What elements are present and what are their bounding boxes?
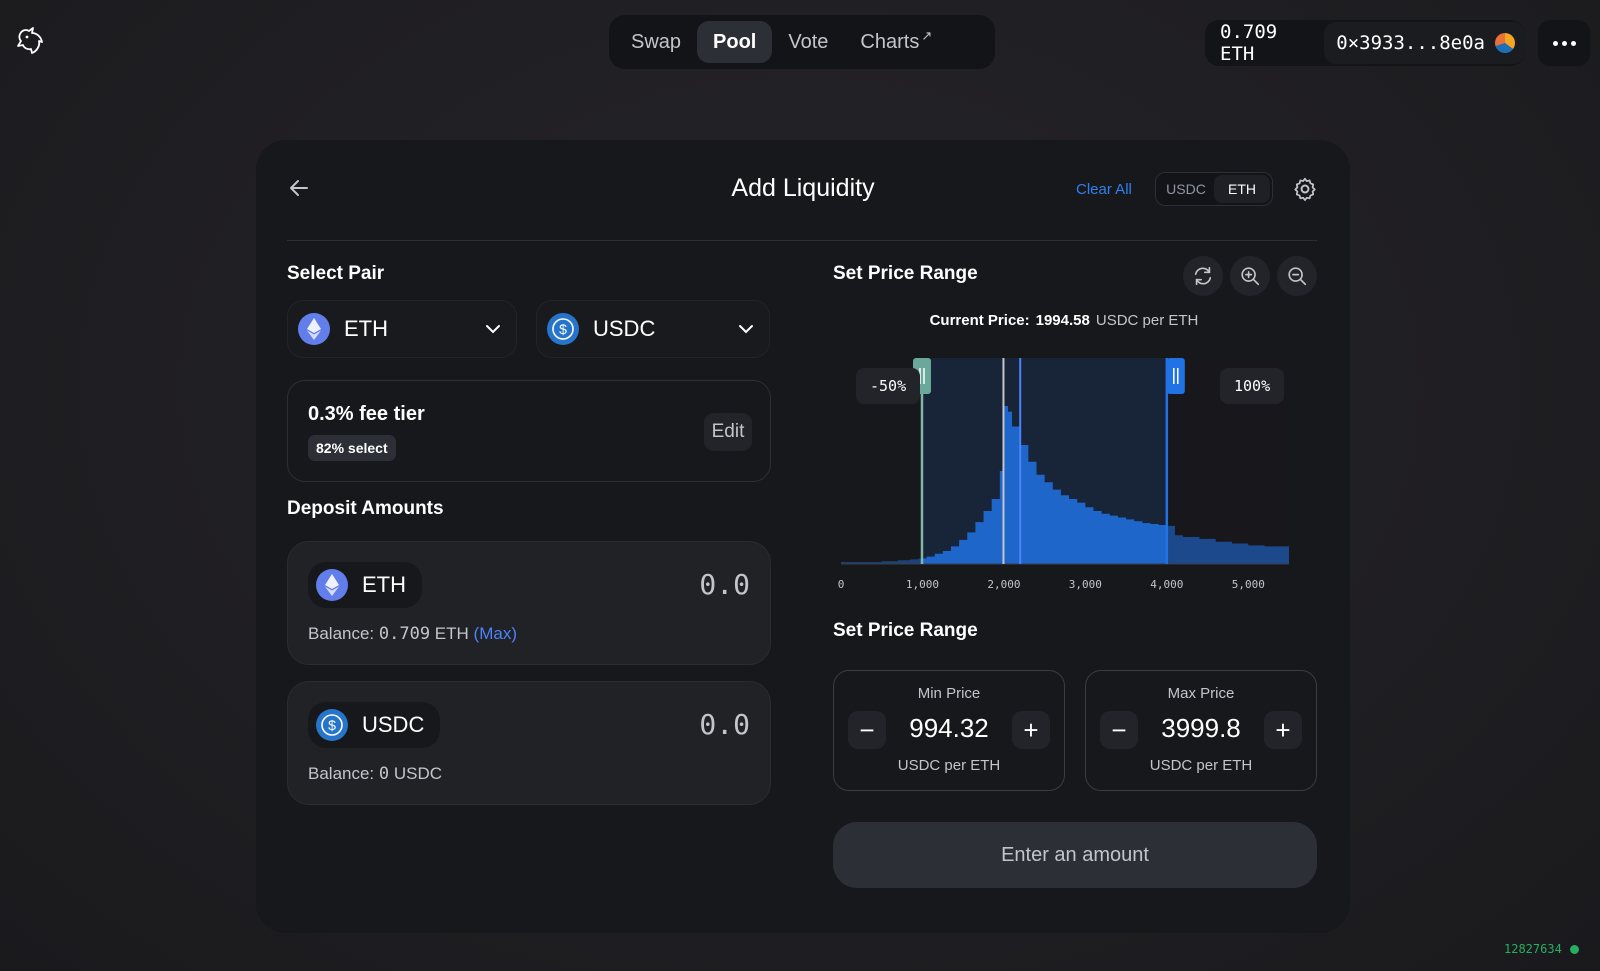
enter-amount-button[interactable]: Enter an amount: [833, 822, 1317, 888]
min-price-increment[interactable]: +: [1012, 711, 1050, 749]
fee-tier-title: 0.3% fee tier: [308, 403, 425, 425]
block-number-indicator: 12827634: [1504, 942, 1579, 956]
svg-text:$: $: [559, 321, 567, 337]
gear-icon[interactable]: [1292, 176, 1318, 202]
eth-balance: 0.709 ETH: [1220, 21, 1278, 65]
deposit-amounts-heading: Deposit Amounts: [287, 498, 444, 519]
chevron-down-icon: [739, 325, 753, 334]
set-price-range-heading: Set Price Range: [833, 263, 978, 284]
max-range-handle: [1166, 358, 1185, 394]
token-b-select[interactable]: $ USDC: [536, 300, 770, 358]
wallet-address-button[interactable]: 0×3933...8e0a: [1324, 22, 1525, 64]
back-arrow-icon[interactable]: [287, 176, 311, 200]
nav-vote[interactable]: Vote: [788, 30, 829, 53]
svg-text:$: $: [328, 717, 336, 733]
max-button[interactable]: (Max): [473, 624, 517, 643]
account-bar: 0.709 ETH 0×3933...8e0a: [1205, 20, 1525, 66]
wallet-address: 0×3933...8e0a: [1336, 32, 1485, 54]
min-price-input[interactable]: 994.32: [909, 713, 989, 743]
min-price-box: Min Price − 994.32 + USDC per ETH: [833, 670, 1065, 791]
avatar: [1495, 33, 1515, 53]
header-divider: [287, 240, 1317, 241]
usdc-icon: $: [547, 313, 579, 345]
eth-amount-input[interactable]: 0.0: [699, 568, 750, 601]
zoom-in-icon: [1241, 267, 1260, 286]
max-price-increment[interactable]: +: [1264, 711, 1302, 749]
usdc-deposit-token: $ USDC: [308, 702, 441, 748]
eth-deposit-panel: ETH 0.0 Balance: 0.709 ETH (Max): [287, 541, 771, 665]
x-tick-label: 5,000: [1232, 578, 1265, 591]
usdc-balance-line: Balance: 0 USDC: [308, 764, 443, 784]
x-tick-label: 0: [838, 578, 845, 591]
eth-icon: [316, 569, 348, 601]
zoom-out-button[interactable]: [1277, 256, 1317, 296]
toggle-eth[interactable]: ETH: [1214, 175, 1270, 203]
nav-swap[interactable]: Swap: [631, 30, 682, 53]
max-price-input[interactable]: 3999.8: [1161, 713, 1241, 743]
chevron-down-icon: [486, 325, 500, 334]
current-price-line: Current Price: 1994.58 USDC per ETH: [929, 312, 1199, 329]
more-dots-icon: [1552, 40, 1558, 46]
token-a-select[interactable]: ETH: [287, 300, 517, 358]
fee-tier-box: 0.3% fee tier 82% select Edit: [287, 380, 771, 482]
min-price-decrement[interactable]: −: [848, 711, 886, 749]
eth-balance-line: Balance: 0.709 ETH (Max): [308, 624, 517, 644]
min-price-unit: USDC per ETH: [897, 757, 1001, 774]
token-b-symbol: USDC: [593, 316, 656, 341]
eth-deposit-token: ETH: [308, 562, 422, 608]
min-price-label: Min Price: [917, 685, 981, 702]
refresh-range-button[interactable]: [1183, 256, 1223, 296]
usdc-deposit-panel: $ USDC 0.0 Balance: 0 USDC: [287, 681, 771, 805]
usdc-icon: $: [316, 709, 348, 741]
fee-select-badge: 82% select: [308, 435, 396, 461]
set-price-range-heading-2: Set Price Range: [833, 620, 978, 641]
low-pct-label: -50%: [856, 368, 921, 404]
max-price-decrement[interactable]: −: [1100, 711, 1138, 749]
x-tick-label: 4,000: [1150, 578, 1183, 591]
current-price-value: 1994.58: [1035, 312, 1090, 329]
liquidity-area: [841, 406, 1289, 564]
select-pair-heading: Select Pair: [287, 263, 385, 284]
token-a-symbol: ETH: [344, 316, 388, 341]
nav-charts[interactable]: Charts ↗: [860, 28, 933, 53]
eth-icon: [298, 313, 330, 345]
add-liquidity-card: Add Liquidity Clear All USDC ETH Select …: [256, 140, 1350, 933]
max-price-label: Max Price: [1167, 685, 1235, 702]
zoom-out-icon: [1288, 267, 1307, 286]
zoom-in-button[interactable]: [1230, 256, 1270, 296]
unicorn-logo-icon[interactable]: [12, 24, 48, 60]
more-menu-button[interactable]: [1538, 20, 1590, 66]
token-order-toggle: USDC ETH: [1155, 172, 1273, 206]
high-pct-label: 100%: [1220, 368, 1285, 404]
status-dot: [1569, 944, 1579, 954]
usdc-amount-input[interactable]: 0.0: [699, 708, 750, 741]
main-nav: Swap Pool Vote Charts ↗: [609, 15, 995, 69]
max-price-unit: USDC per ETH: [1149, 757, 1253, 774]
usdc-deposit-symbol: USDC: [362, 712, 425, 737]
max-price-box: Max Price − 3999.8 + USDC per ETH: [1085, 670, 1317, 791]
refresh-icon: [1194, 266, 1212, 286]
toggle-usdc[interactable]: USDC: [1166, 181, 1206, 197]
x-tick-label: 3,000: [1069, 578, 1102, 591]
clear-all-button[interactable]: Clear All: [1076, 181, 1132, 198]
x-tick-label: 2,000: [987, 578, 1020, 591]
eth-deposit-symbol: ETH: [362, 572, 406, 597]
edit-fee-button[interactable]: Edit: [704, 413, 752, 451]
nav-pool[interactable]: Pool: [697, 21, 773, 63]
external-link-icon: ↗: [921, 28, 933, 43]
x-tick-label: 1,000: [906, 578, 939, 591]
page-title: Add Liquidity: [731, 174, 875, 202]
